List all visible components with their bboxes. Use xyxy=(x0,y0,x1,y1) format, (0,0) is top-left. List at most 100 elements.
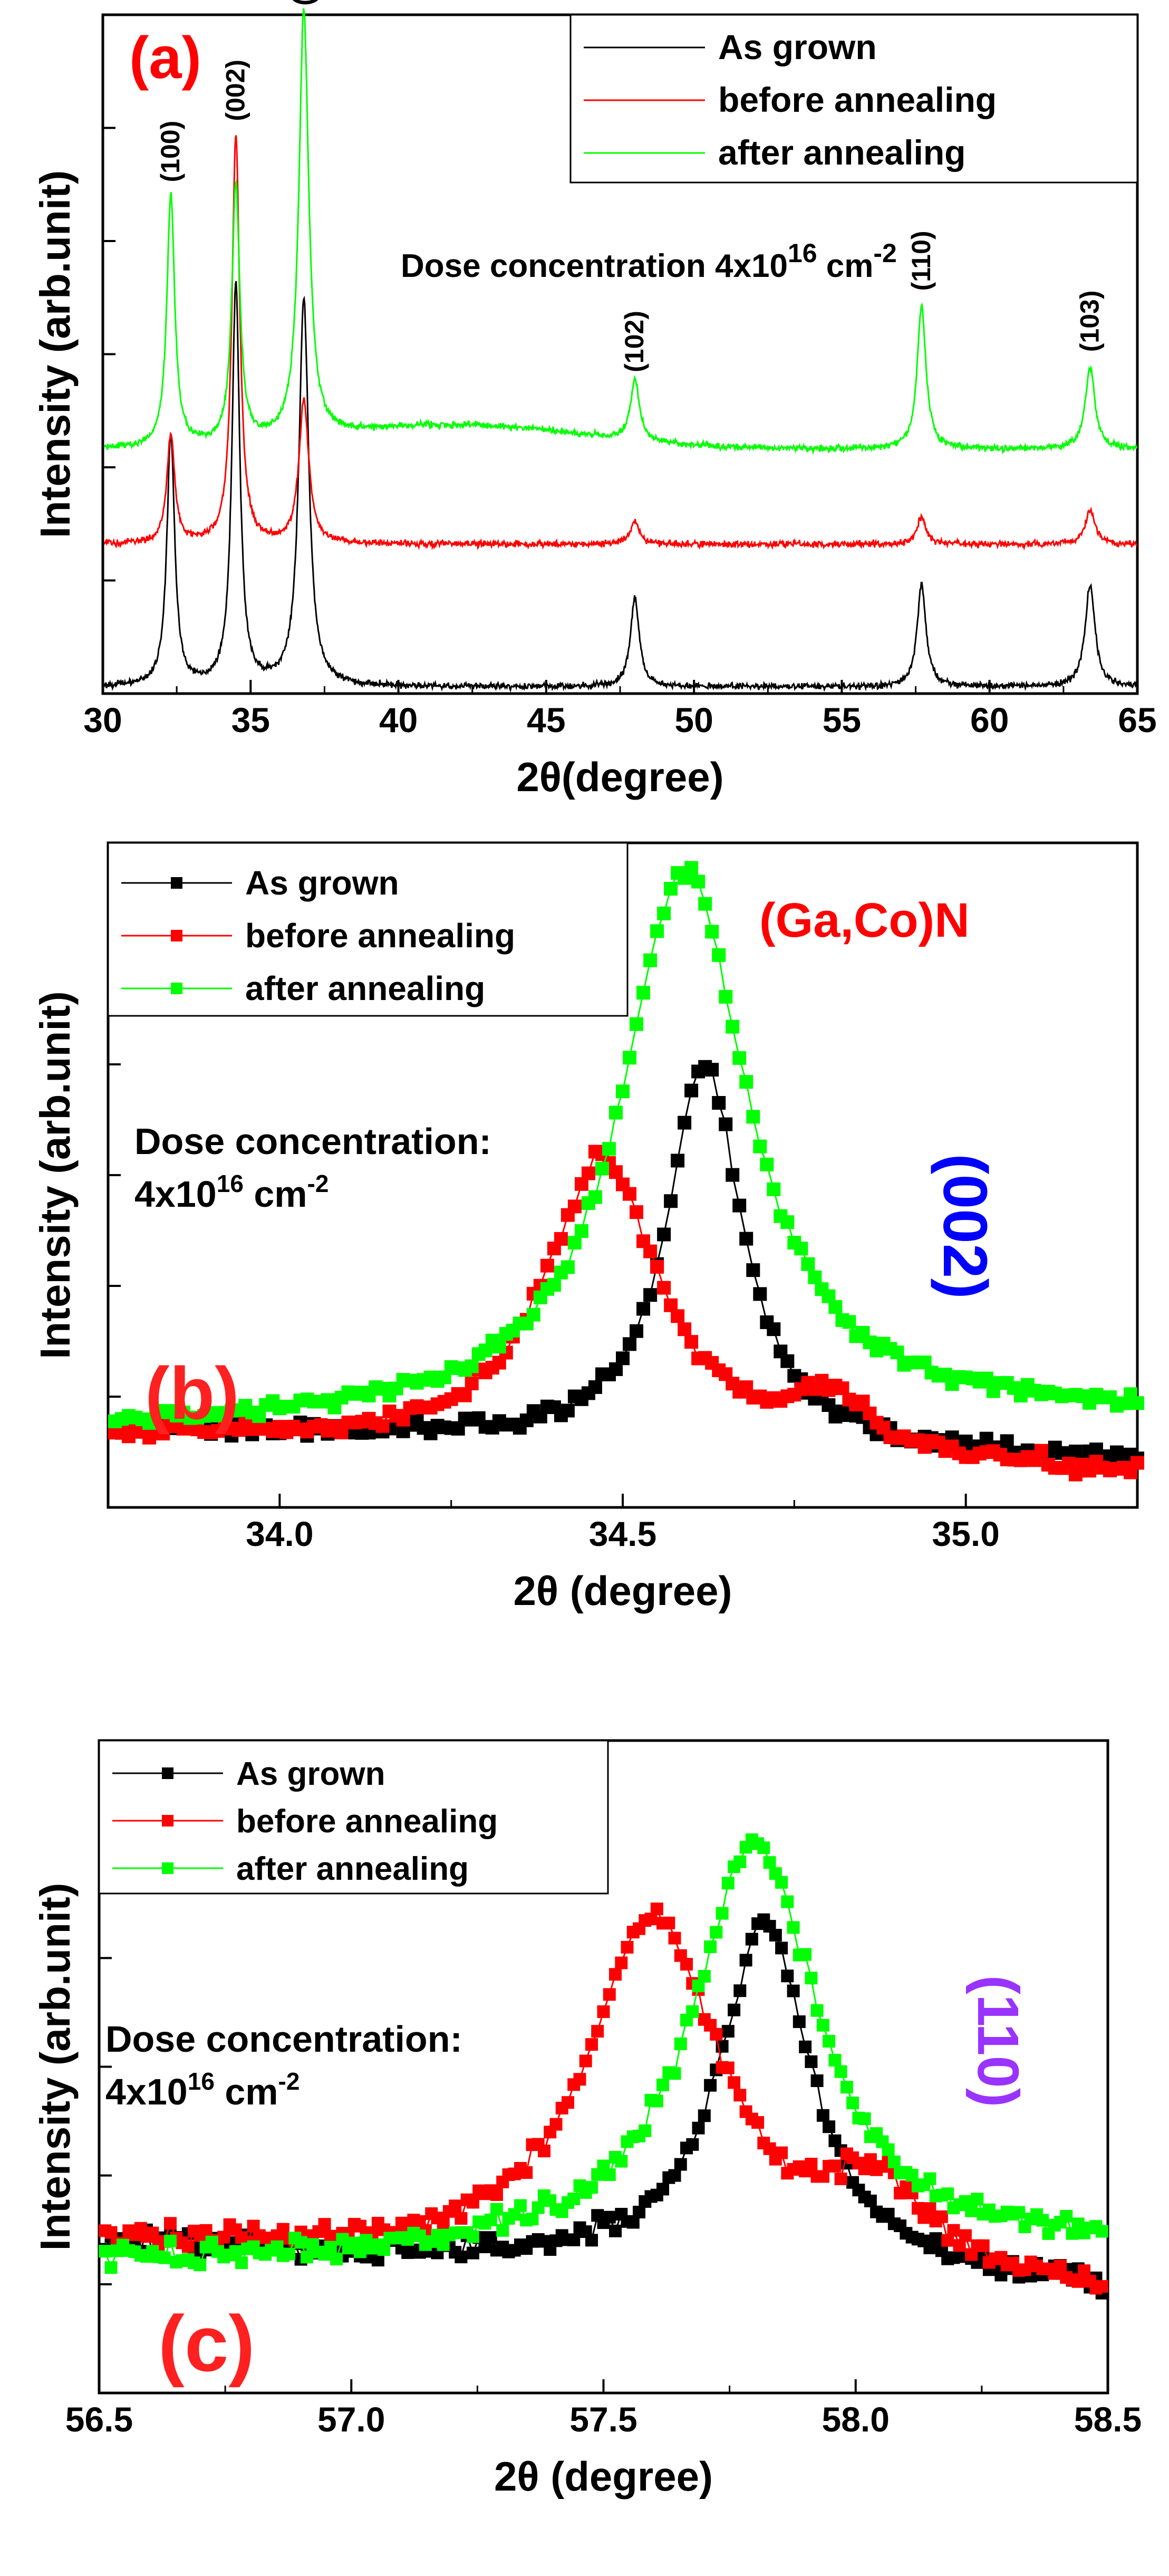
reflection-label: (002) xyxy=(930,1154,1000,1299)
data-point-after-annealing xyxy=(235,2256,248,2269)
x-tick-label: 60 xyxy=(970,700,1009,739)
series-line-after-annealing xyxy=(104,8,1138,455)
data-point-before-annealing xyxy=(455,2212,468,2225)
data-point-after-annealing xyxy=(840,2081,853,2094)
data-point-as-grown xyxy=(1000,1434,1014,1448)
data-point-before-annealing xyxy=(935,2210,948,2223)
data-point-after-annealing xyxy=(739,1075,753,1089)
data-point-before-annealing xyxy=(1131,1456,1144,1470)
data-point-after-annealing xyxy=(496,2224,509,2237)
peak-label: (103) xyxy=(1075,291,1104,352)
data-point-before-annealing xyxy=(549,2118,563,2131)
panel-b: 34.0 34.5 35.0 2θ (degree) Intensity (arb.un… xyxy=(32,841,1144,1614)
data-point-before-annealing xyxy=(1054,2260,1067,2273)
data-point-after-annealing xyxy=(595,1161,609,1176)
panel-label: (b) xyxy=(145,1352,239,1435)
data-point-after-annealing xyxy=(846,2097,859,2110)
data-point-after-annealing xyxy=(567,2193,581,2205)
data-point-as-grown xyxy=(671,1154,685,1168)
panel-a: 30 35 40 45 50 55 60 65 2θ(degree) Intensity (arb… xyxy=(32,0,1157,800)
data-point-after-annealing xyxy=(466,2230,479,2243)
series-line-before-annealing xyxy=(103,135,1137,551)
data-point-as-grown xyxy=(657,1227,671,1242)
x-axis-label: 2θ (degree) xyxy=(514,1568,732,1614)
data-point-before-annealing xyxy=(396,1412,410,1427)
data-point-after-annealing xyxy=(294,2236,307,2249)
data-point-as-grown xyxy=(656,2183,669,2196)
data-point-as-grown xyxy=(712,1096,726,1110)
data-point-after-annealing xyxy=(465,1359,479,1373)
y-axis-label: Intensity (arb.unit) xyxy=(32,170,79,539)
data-point-as-grown xyxy=(793,2015,806,2029)
data-point-after-annealing xyxy=(609,1106,623,1120)
data-point-before-annealing xyxy=(671,1309,685,1323)
data-point-after-annealing xyxy=(810,2004,824,2017)
data-point-after-annealing xyxy=(704,1940,717,1953)
data-point-after-annealing xyxy=(547,1278,561,1292)
data-point-after-annealing xyxy=(799,1948,812,1961)
data-point-after-annealing xyxy=(664,882,678,896)
data-point-after-annealing xyxy=(532,2201,545,2214)
x-tick-label: 56.5 xyxy=(65,2400,133,2439)
data-point-after-annealing xyxy=(142,1416,157,1430)
data-point-as-grown xyxy=(739,1232,753,1246)
data-point-after-annealing xyxy=(164,2234,177,2247)
data-point-after-annealing xyxy=(882,2143,895,2156)
peak-label: (002) xyxy=(220,60,250,121)
x-tick-label: 35 xyxy=(231,700,270,739)
data-point-after-annealing xyxy=(643,953,658,967)
data-point-as-grown xyxy=(585,2234,598,2247)
data-point-after-annealing xyxy=(194,2258,207,2272)
data-point-before-annealing xyxy=(621,1940,634,1954)
data-point-after-annealing xyxy=(588,1190,602,1204)
data-point-after-annealing xyxy=(378,2243,391,2256)
data-point-after-annealing xyxy=(923,2172,936,2185)
data-point-before-annealing xyxy=(465,1376,479,1390)
data-point-before-annealing xyxy=(977,2239,990,2252)
data-point-before-annealing xyxy=(375,1419,390,1433)
data-point-after-annealing xyxy=(887,2155,901,2168)
data-point-after-annealing xyxy=(760,1157,774,1171)
data-point-as-grown xyxy=(810,2074,824,2087)
data-point-after-annealing xyxy=(330,2253,343,2266)
data-point-after-annealing xyxy=(623,1051,636,1065)
data-point-after-annealing xyxy=(1060,2210,1073,2223)
data-point-after-annealing xyxy=(1131,1396,1144,1410)
data-point-before-annealing xyxy=(437,2217,450,2230)
data-point-after-annealing xyxy=(801,1257,815,1271)
data-point-as-grown xyxy=(769,1929,782,1941)
x-tick-label: 57.5 xyxy=(569,2400,637,2439)
data-point-as-grown xyxy=(455,2251,468,2264)
data-point-after-annealing xyxy=(716,1907,729,1920)
x-tick-label: 55 xyxy=(823,700,861,739)
data-point-after-annealing xyxy=(561,1260,575,1274)
data-point-before-annealing xyxy=(579,2054,592,2068)
data-point-after-annealing xyxy=(890,1345,904,1360)
data-point-before-annealing xyxy=(562,2096,574,2109)
data-point-after-annealing xyxy=(732,1051,747,1065)
data-point-before-annealing xyxy=(834,2173,847,2185)
data-point-as-grown xyxy=(864,2194,877,2207)
dose-annotation-line1: Dose concentration: xyxy=(134,1121,491,1162)
panel-label: (c) xyxy=(158,2299,255,2388)
data-point-before-annealing xyxy=(678,1322,692,1337)
x-tick-label: 50 xyxy=(674,700,713,739)
data-point-after-annealing xyxy=(698,897,712,911)
data-point-after-annealing xyxy=(300,2251,313,2264)
data-point-after-annealing xyxy=(99,2245,112,2258)
x-axis-label: 2θ (degree) xyxy=(494,2453,713,2500)
data-point-after-annealing xyxy=(808,1270,822,1284)
data-point-as-grown xyxy=(721,2025,735,2038)
data-point-as-grown xyxy=(698,2109,711,2122)
data-point-before-annealing xyxy=(146,2226,159,2239)
data-point-before-annealing xyxy=(923,2202,936,2215)
data-point-after-annealing xyxy=(842,1315,856,1329)
legend-label: As grown xyxy=(245,864,399,902)
y-axis-label: Intensity (arb.unit) xyxy=(32,991,79,1359)
dose-annotation-line2: 4x1016 cm-2 xyxy=(134,1170,329,1215)
data-point-as-grown xyxy=(704,2079,717,2092)
data-point-after-annealing xyxy=(354,2245,367,2258)
data-point-before-annealing xyxy=(623,1187,636,1201)
legend-label: As grown xyxy=(236,1756,385,1792)
data-point-before-annealing xyxy=(1071,2275,1085,2288)
